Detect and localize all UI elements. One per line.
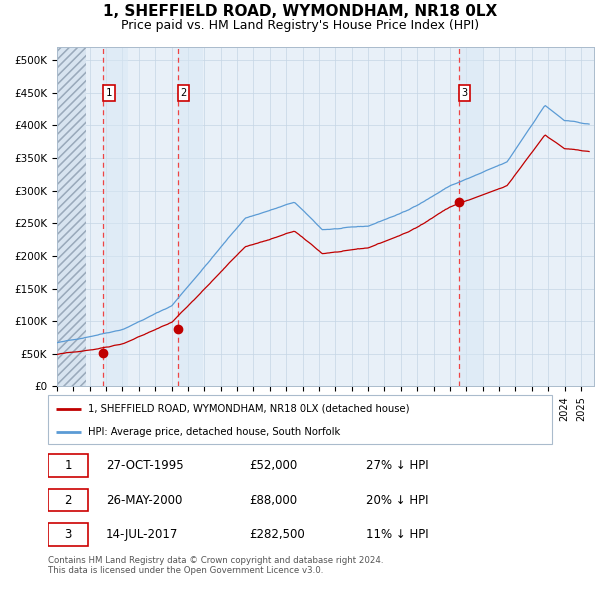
Text: £282,500: £282,500 [250,528,305,541]
Text: Price paid vs. HM Land Registry's House Price Index (HPI): Price paid vs. HM Land Registry's House … [121,19,479,32]
Text: 1: 1 [106,88,112,98]
Text: 14-JUL-2017: 14-JUL-2017 [106,528,178,541]
Bar [459,47,484,386]
Bar [178,47,203,386]
Text: 27-OCT-1995: 27-OCT-1995 [106,459,184,472]
Bar [103,47,128,386]
FancyBboxPatch shape [48,523,88,546]
Text: 20% ↓ HPI: 20% ↓ HPI [365,493,428,507]
FancyBboxPatch shape [48,454,88,477]
Text: HPI: Average price, detached house, South Norfolk: HPI: Average price, detached house, Sout… [88,427,341,437]
Text: £52,000: £52,000 [250,459,298,472]
Text: Contains HM Land Registry data © Crown copyright and database right 2024.
This d: Contains HM Land Registry data © Crown c… [48,556,383,575]
Text: 1, SHEFFIELD ROAD, WYMONDHAM, NR18 0LX: 1, SHEFFIELD ROAD, WYMONDHAM, NR18 0LX [103,4,497,19]
Text: 26-MAY-2000: 26-MAY-2000 [106,493,182,507]
Text: 11% ↓ HPI: 11% ↓ HPI [365,528,428,541]
Text: 2: 2 [181,88,187,98]
Text: 2: 2 [64,493,72,507]
Bar [57,47,86,386]
Text: 3: 3 [64,528,72,541]
Text: £88,000: £88,000 [250,493,298,507]
Text: 3: 3 [461,88,467,98]
Text: 1: 1 [64,459,72,472]
FancyBboxPatch shape [48,395,552,444]
Text: 27% ↓ HPI: 27% ↓ HPI [365,459,428,472]
Text: 1, SHEFFIELD ROAD, WYMONDHAM, NR18 0LX (detached house): 1, SHEFFIELD ROAD, WYMONDHAM, NR18 0LX (… [88,404,410,414]
Bar [57,47,86,386]
FancyBboxPatch shape [48,489,88,511]
